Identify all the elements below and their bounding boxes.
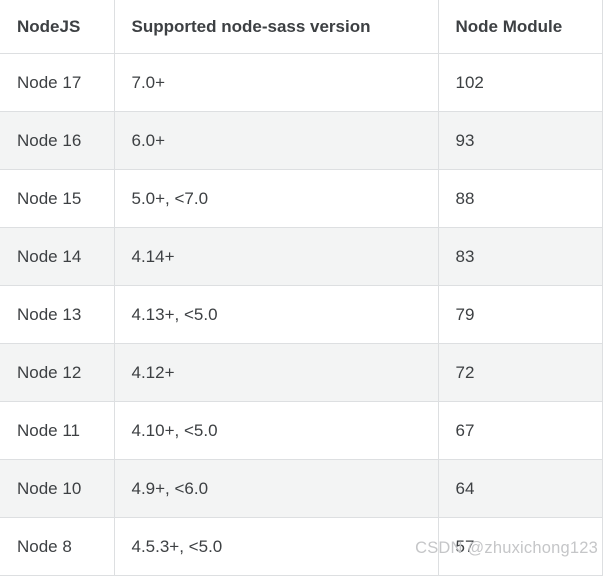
cell-node-module: 64 [438,459,603,518]
cell-node-module: 88 [438,169,603,228]
table-row: Node 13 4.13+, <5.0 79 [0,285,603,344]
table-row: Node 8 4.5.3+, <5.0 57 [0,517,603,576]
cell-nodejs: Node 13 [0,285,115,344]
table-row: Node 14 4.14+ 83 [0,227,603,286]
cell-node-module: 93 [438,111,603,170]
cell-sass-version: 4.5.3+, <5.0 [114,517,439,576]
table-row: Node 16 6.0+ 93 [0,111,603,170]
cell-nodejs: Node 11 [0,401,115,460]
cell-nodejs: Node 14 [0,227,115,286]
cell-node-module: 83 [438,227,603,286]
column-header-nodejs: NodeJS [0,0,115,54]
table-row: Node 11 4.10+, <5.0 67 [0,401,603,460]
cell-nodejs: Node 15 [0,169,115,228]
cell-sass-version: 4.10+, <5.0 [114,401,439,460]
table-row: Node 10 4.9+, <6.0 64 [0,459,603,518]
cell-nodejs: Node 12 [0,343,115,402]
table-row: Node 15 5.0+, <7.0 88 [0,169,603,228]
cell-sass-version: 4.13+, <5.0 [114,285,439,344]
cell-nodejs: Node 16 [0,111,115,170]
cell-node-module: 72 [438,343,603,402]
cell-nodejs: Node 17 [0,53,115,112]
cell-sass-version: 6.0+ [114,111,439,170]
cell-nodejs: Node 10 [0,459,115,518]
table-header-row: NodeJS Supported node-sass version Node … [0,0,603,54]
cell-sass-version: 4.14+ [114,227,439,286]
cell-node-module: 102 [438,53,603,112]
cell-sass-version: 7.0+ [114,53,439,112]
table-row: Node 17 7.0+ 102 [0,53,603,112]
cell-sass-version: 4.12+ [114,343,439,402]
cell-node-module: 57 [438,517,603,576]
cell-sass-version: 4.9+, <6.0 [114,459,439,518]
cell-node-module: 79 [438,285,603,344]
cell-node-module: 67 [438,401,603,460]
column-header-sass-version: Supported node-sass version [114,0,439,54]
cell-sass-version: 5.0+, <7.0 [114,169,439,228]
cell-nodejs: Node 8 [0,517,115,576]
column-header-node-module: Node Module [438,0,603,54]
table-row: Node 12 4.12+ 72 [0,343,603,402]
